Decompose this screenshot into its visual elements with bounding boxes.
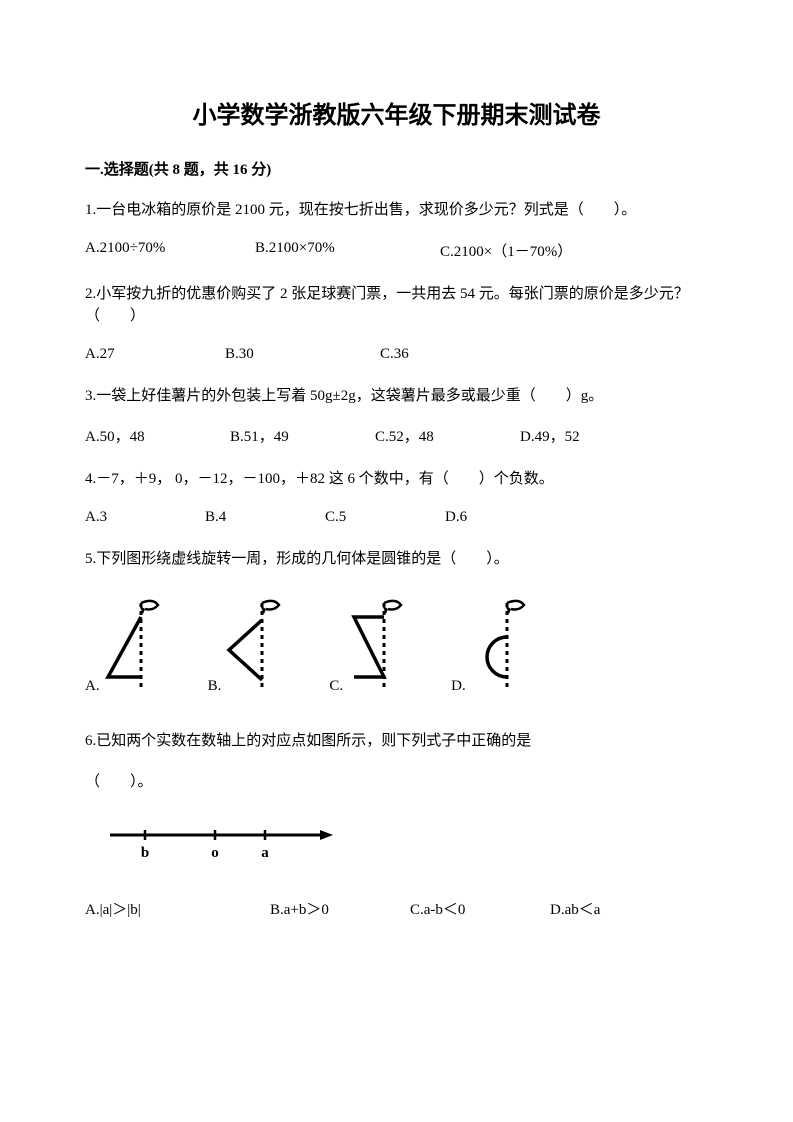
question-5: 5.下列图形绕虚线旋转一周，形成的几何体是圆锥的是（ ）。 xyxy=(85,548,708,571)
q2-option-c: C.36 xyxy=(380,346,409,363)
question-6-options: A.|a|＞|b| B.a+b＞0 C.a-b＜0 D.ab＜a xyxy=(85,898,708,919)
shape-a-icon xyxy=(103,595,178,695)
q6-option-c: C.a-b＜0 xyxy=(410,898,550,919)
q2-option-b: B.30 xyxy=(225,346,380,363)
question-2-options: A.27 B.30 C.36 xyxy=(85,346,708,363)
question-1: 1.一台电冰箱的原价是 2100 元，现在按七折出售，求现价多少元？列式是（ ）… xyxy=(85,199,708,222)
shape-d-icon xyxy=(469,595,544,695)
q6-option-a: A.|a|＞|b| xyxy=(85,898,270,919)
q4-option-a: A.3 xyxy=(85,509,205,526)
question-5-shapes: A. B. C. D. xyxy=(85,595,708,695)
question-4: 4.－7，＋9， 0，－12，－100，＋82 这 6 个数中，有（ ）个负数。 xyxy=(85,468,708,491)
q3-option-b: B.51，49 xyxy=(230,425,375,446)
q3-option-c: C.52，48 xyxy=(375,425,520,446)
q5-option-b-label: B. xyxy=(208,678,222,695)
question-6: 6.已知两个实数在数轴上的对应点如图所示，则下列式子中正确的是 xyxy=(85,730,708,753)
shape-c-icon xyxy=(346,595,421,695)
question-2: 2.小军按九折的优惠价购买了 2 张足球赛门票，一共用去 54 元。每张门票的原… xyxy=(85,283,708,328)
page-title: 小学数学浙教版六年级下册期末测试卷 xyxy=(85,95,708,130)
q1-option-c: C.2100×（1－70%） xyxy=(440,240,572,261)
shape-b-icon xyxy=(224,595,299,695)
q4-option-c: C.5 xyxy=(325,509,445,526)
q6-option-d: D.ab＜a xyxy=(550,898,600,919)
q3-option-d: D.49，52 xyxy=(520,425,580,446)
q5-option-c-label: C. xyxy=(329,678,343,695)
section-header: 一.选择题(共 8 题，共 16 分) xyxy=(85,158,708,179)
q2-option-a: A.27 xyxy=(85,346,225,363)
q4-option-b: B.4 xyxy=(205,509,325,526)
question-1-options: A.2100÷70% B.2100×70% C.2100×（1－70%） xyxy=(85,240,708,261)
numberline-label-b: b xyxy=(141,845,149,861)
q5-option-d-label: D. xyxy=(451,678,466,695)
question-3: 3.一袋上好佳薯片的外包装上写着 50g±2g，这袋薯片最多或最少重（ ）g。 xyxy=(85,385,708,408)
q1-option-b: B.2100×70% xyxy=(255,240,440,261)
q3-option-a: A.50，48 xyxy=(85,425,230,446)
question-3-options: A.50，48 B.51，49 C.52，48 D.49，52 xyxy=(85,425,708,446)
numberline-label-a: a xyxy=(261,845,269,861)
number-line-diagram: b o a xyxy=(105,823,708,868)
q4-option-d: D.6 xyxy=(445,509,467,526)
q5-option-a-label: A. xyxy=(85,678,100,695)
q6-option-b: B.a+b＞0 xyxy=(270,898,410,919)
question-6-blank: （ ）。 xyxy=(85,771,708,794)
q1-option-a: A.2100÷70% xyxy=(85,240,255,261)
numberline-label-o: o xyxy=(211,845,219,861)
question-4-options: A.3 B.4 C.5 D.6 xyxy=(85,509,708,526)
